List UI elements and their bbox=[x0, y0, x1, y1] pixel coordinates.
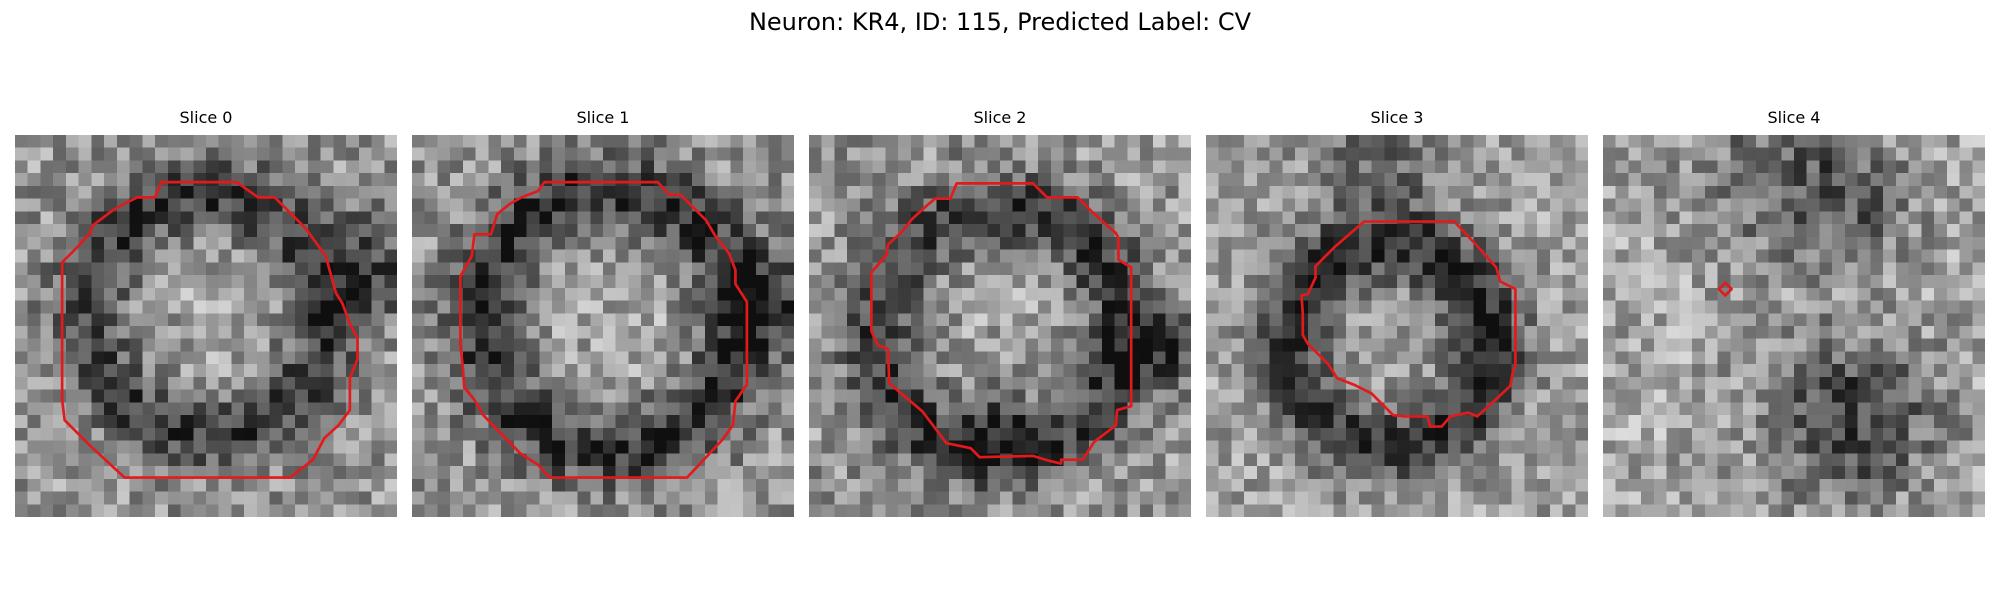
slice-image bbox=[1603, 135, 1985, 517]
slice-panel-2: Slice 2 bbox=[809, 108, 1191, 517]
slice-title: Slice 3 bbox=[1370, 108, 1424, 127]
slice-title: Slice 4 bbox=[1767, 108, 1821, 127]
slice-image bbox=[15, 135, 397, 517]
segmentation-contour bbox=[1717, 281, 1733, 297]
slice-panel-3: Slice 3 bbox=[1206, 108, 1588, 517]
slice-title: Slice 1 bbox=[576, 108, 630, 127]
slice-image bbox=[412, 135, 794, 517]
slice-image bbox=[809, 135, 1191, 517]
slice-title: Slice 0 bbox=[179, 108, 233, 127]
slice-title: Slice 2 bbox=[973, 108, 1027, 127]
segmentation-contour bbox=[1300, 220, 1517, 428]
slice-panel-1: Slice 1 bbox=[412, 108, 794, 517]
slice-panel-4: Slice 4 bbox=[1603, 108, 1985, 517]
slice-image bbox=[1206, 135, 1588, 517]
segmentation-contour bbox=[870, 182, 1133, 465]
slice-panel-0: Slice 0 bbox=[15, 108, 397, 517]
figure-title: Neuron: KR4, ID: 115, Predicted Label: C… bbox=[748, 8, 1252, 36]
segmentation-contour bbox=[60, 180, 359, 479]
segmentation-contour bbox=[459, 180, 749, 479]
